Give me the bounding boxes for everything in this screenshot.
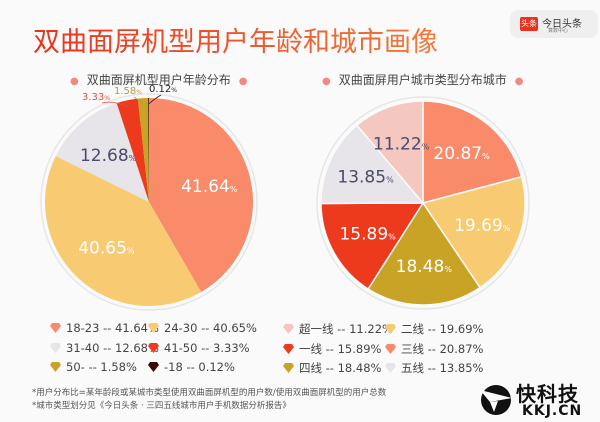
legend-item: 24-30 -- 40.65% <box>148 321 257 335</box>
leader-line <box>101 101 128 107</box>
data-label: 18.48% <box>396 257 453 277</box>
city-chart-title: ● 双曲面屏用户城市类型分布城市 ● <box>314 71 531 88</box>
legend-label: 24-30 -- 40.65% <box>164 321 257 335</box>
legend-item: 31-40 -- 12.68% <box>50 341 159 355</box>
pie-slice-24-30 <box>44 156 202 307</box>
gem-icon <box>385 363 396 373</box>
pie-slice-二线 <box>421 175 526 289</box>
gem-icon <box>385 324 396 334</box>
legend-label: 一线 -- 15.89% <box>299 341 382 356</box>
leader-line <box>148 94 162 105</box>
bullet-icon: ● <box>70 76 79 87</box>
logo-badge: 头条 <box>520 17 538 31</box>
data-label: 13.85% <box>337 168 394 188</box>
legend-label: 41-50 -- 3.33% <box>164 340 250 355</box>
paper-plane-icon <box>480 385 512 415</box>
data-label: 0.12% <box>149 84 177 95</box>
gem-icon <box>148 342 159 353</box>
footnote-2: *城市类型划分见《今日头条 · 三四五线城市用户手机数据分析报告》 <box>32 401 291 411</box>
pie-slice-五线 <box>320 124 425 205</box>
pie-slice-31-40 <box>55 103 150 202</box>
bullet-icon: ● <box>238 76 248 87</box>
gem-icon <box>385 343 396 354</box>
legend-label: 三线 -- 20.87% <box>401 341 484 356</box>
legend-label: 五线 -- 13.85% <box>401 361 484 375</box>
gem-icon <box>50 362 61 372</box>
data-label: 20.87% <box>433 144 490 164</box>
data-label: 15.89% <box>339 225 396 245</box>
legend-item: 41-50 -- 3.33% <box>148 341 250 355</box>
pie-slice-50- <box>137 98 149 202</box>
logo-name: 今日头条 <box>542 19 582 30</box>
legend-item: 二线 -- 19.69% <box>385 321 483 337</box>
age-chart-title-text: 双曲面屏机型用户年龄分布 <box>86 73 231 87</box>
legend-item: 四线 -- 18.48% <box>283 360 381 376</box>
data-label: 12.68% <box>80 146 137 166</box>
kkj-watermark-logo: 快科技 KKJ.CN <box>478 378 598 422</box>
logo-sub: 算数中心 <box>548 28 569 34</box>
page-title: 双曲面屏机型用户年龄和城市画像 <box>33 20 438 59</box>
legend-label: 超一线 -- 11.22% <box>299 322 393 336</box>
gem-icon <box>148 362 159 372</box>
city-chart-title-text: 双曲面屏用户城市类型分布城市 <box>338 73 507 87</box>
legend-label: 50- -- 1.58% <box>66 360 137 374</box>
legend-item: 五线 -- 13.85% <box>385 360 483 376</box>
pie-slice--18 <box>148 98 149 202</box>
watermark-cn: 快科技 <box>516 382 579 406</box>
bullet-icon: ● <box>322 76 331 87</box>
gem-icon <box>283 324 294 334</box>
data-label: 19.69% <box>454 216 511 236</box>
bullet-icon: ● <box>514 76 524 87</box>
legend-item: 超一线 -- 11.22% <box>283 321 393 337</box>
legend-label: 二线 -- 19.69% <box>401 322 484 336</box>
legend-item: 一线 -- 15.89% <box>283 341 381 357</box>
data-label: 3.33% <box>82 92 110 103</box>
data-label: 11.22% <box>373 135 430 155</box>
pie-slice-三线 <box>422 100 523 204</box>
pie-slice-四线 <box>367 201 482 306</box>
leader-line <box>133 96 144 105</box>
legend-item: 三线 -- 20.87% <box>385 341 483 357</box>
legend-item: 18-23 -- 41.64% <box>50 321 159 335</box>
age-chart-title: ● 双曲面屏机型用户年龄分布 ● <box>62 71 255 88</box>
legend-item: -18 -- 0.12% <box>148 360 235 374</box>
gem-icon <box>283 343 294 354</box>
legend-label: -18 -- 0.12% <box>164 360 235 374</box>
legend-item: 50- -- 1.58% <box>50 360 137 374</box>
gem-icon <box>50 323 61 333</box>
gem-icon <box>148 323 159 333</box>
pie-slice-18-23 <box>149 98 254 292</box>
watermark-en: KKJ.CN <box>522 403 583 419</box>
data-label: 41.64% <box>181 177 238 197</box>
toutiao-logo: 头条 今日头条 算数中心 <box>510 10 598 38</box>
legend-label: 四线 -- 18.48% <box>299 361 382 375</box>
pie-slice-41-50 <box>116 98 149 202</box>
gem-icon <box>50 342 61 353</box>
pie-slice-超一线 <box>355 100 424 206</box>
legend-label: 18-23 -- 41.64% <box>66 321 159 335</box>
gem-icon <box>283 363 294 373</box>
data-label: 40.65% <box>78 239 135 259</box>
footnote-1: *用户分布比=某年龄段或某城市类型使用双曲面屏机型的用户数/使用双曲面屏机型的用… <box>32 388 387 398</box>
legend-label: 31-40 -- 12.68% <box>66 340 159 355</box>
pie-slice-一线 <box>320 202 425 291</box>
data-label: 1.58% <box>114 86 142 97</box>
